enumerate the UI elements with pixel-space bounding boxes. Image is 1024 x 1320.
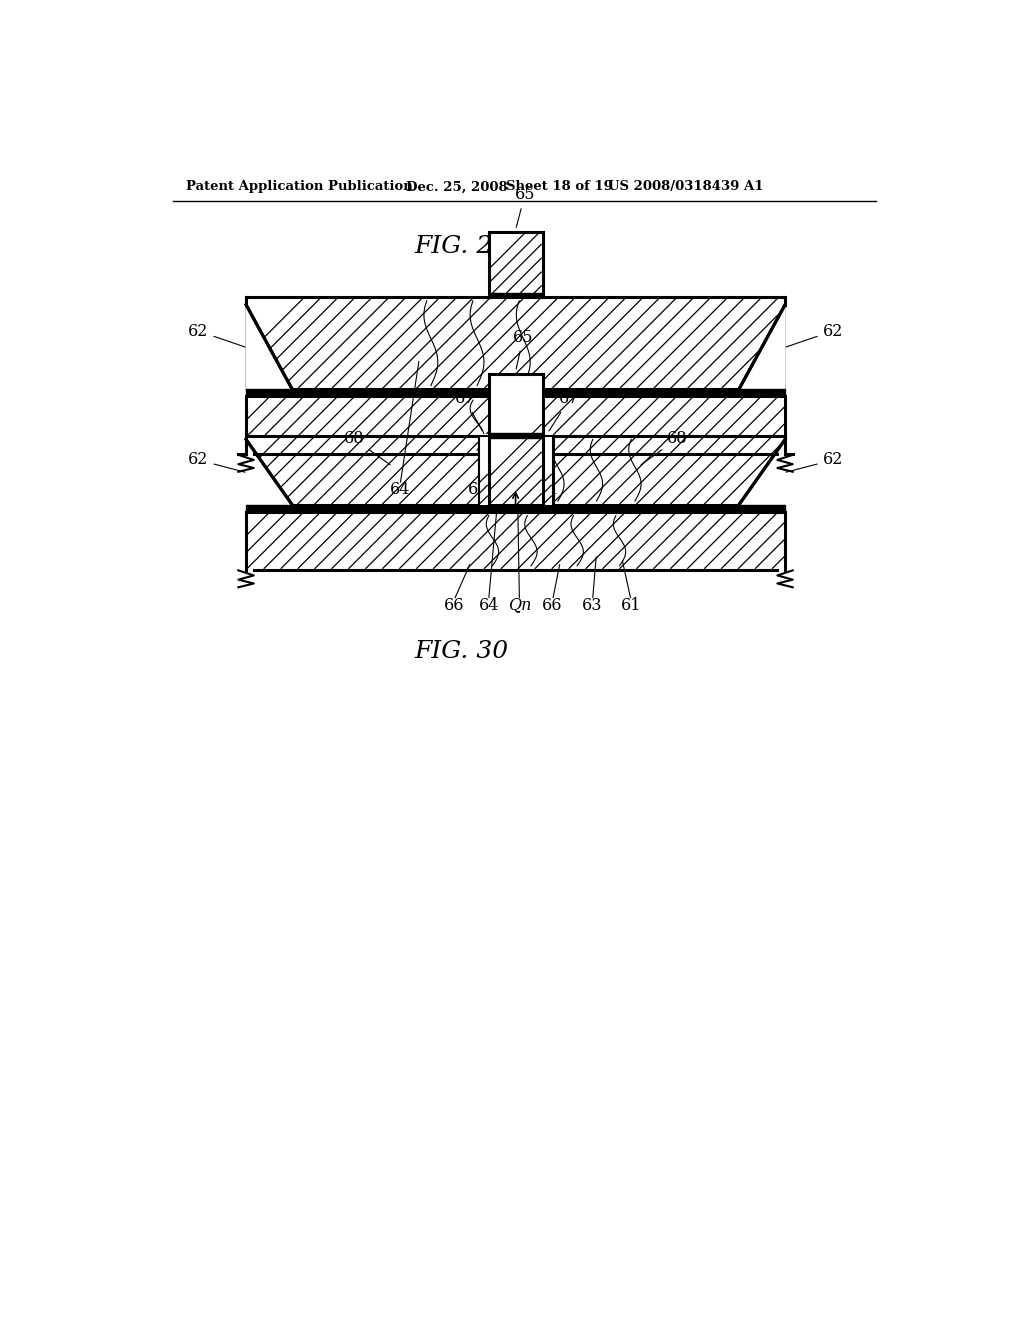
Text: 62: 62 bbox=[188, 451, 255, 475]
Bar bbox=[478, 436, 488, 506]
Text: 62: 62 bbox=[188, 322, 255, 350]
Text: 61: 61 bbox=[539, 480, 559, 498]
Text: 66: 66 bbox=[443, 597, 464, 614]
Text: 63: 63 bbox=[583, 597, 603, 614]
Text: 64: 64 bbox=[478, 597, 499, 614]
Bar bbox=[478, 434, 553, 506]
Polygon shape bbox=[739, 305, 785, 389]
Text: 68: 68 bbox=[641, 430, 687, 465]
Text: FIG. 30: FIG. 30 bbox=[415, 640, 509, 663]
Bar bbox=[488, 231, 543, 297]
Bar bbox=[246, 396, 785, 454]
Polygon shape bbox=[246, 305, 292, 389]
Text: 68: 68 bbox=[344, 430, 390, 465]
Text: Qn: Qn bbox=[508, 597, 531, 614]
Text: Sheet 18 of 19: Sheet 18 of 19 bbox=[506, 181, 613, 194]
Polygon shape bbox=[739, 440, 785, 506]
Bar bbox=[246, 436, 785, 506]
Text: 62: 62 bbox=[776, 451, 843, 475]
Text: US 2008/0318439 A1: US 2008/0318439 A1 bbox=[608, 181, 764, 194]
Bar bbox=[543, 436, 553, 506]
Polygon shape bbox=[739, 305, 785, 389]
Text: 64: 64 bbox=[390, 480, 411, 498]
Text: 65: 65 bbox=[514, 186, 536, 227]
Polygon shape bbox=[246, 440, 292, 506]
Text: 63: 63 bbox=[468, 480, 488, 498]
Bar bbox=[246, 512, 785, 570]
Text: 67: 67 bbox=[549, 391, 580, 430]
Text: 67: 67 bbox=[455, 391, 482, 430]
Text: 66: 66 bbox=[543, 597, 563, 614]
Text: FIG. 29: FIG. 29 bbox=[415, 235, 509, 259]
Text: 62: 62 bbox=[776, 322, 843, 350]
Text: 61: 61 bbox=[621, 597, 641, 614]
Text: Patent Application Publication: Patent Application Publication bbox=[186, 181, 413, 194]
Bar bbox=[488, 374, 543, 506]
Polygon shape bbox=[246, 305, 292, 389]
Bar bbox=[246, 297, 785, 389]
Text: Dec. 25, 2008: Dec. 25, 2008 bbox=[407, 181, 508, 194]
Text: 65: 65 bbox=[513, 329, 534, 370]
